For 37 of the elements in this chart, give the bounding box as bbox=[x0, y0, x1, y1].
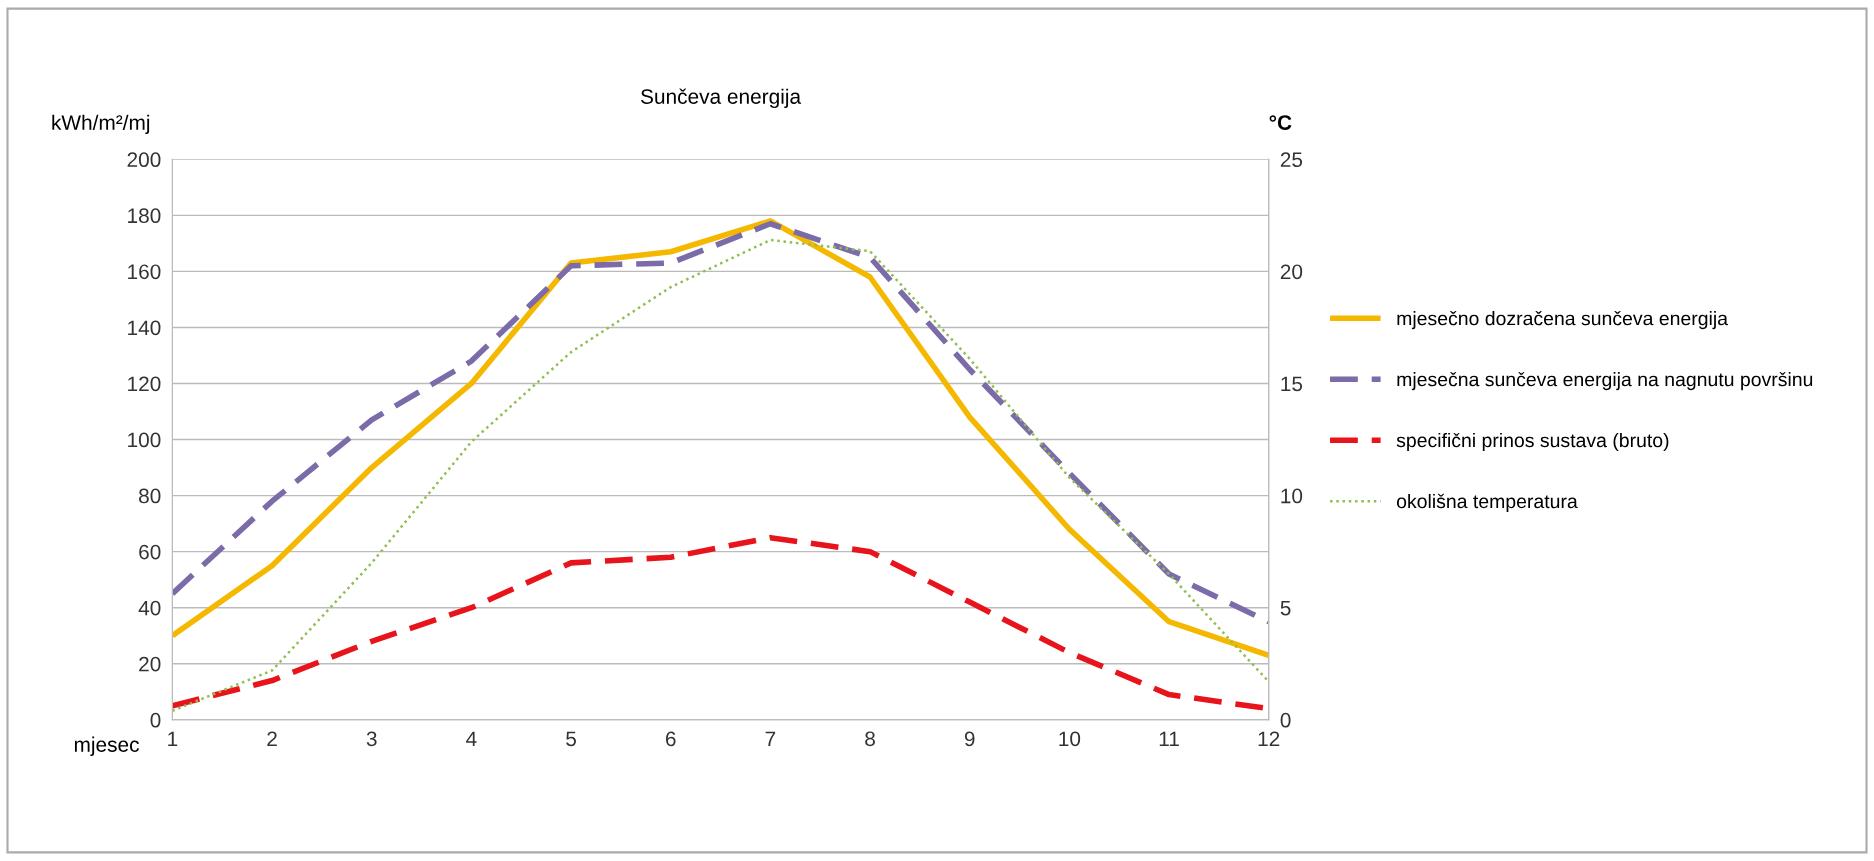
y2-tick-label: 25 bbox=[1280, 152, 1303, 168]
legend-label: okolišna temperatura bbox=[1396, 493, 1578, 513]
x-tick-label: 11 bbox=[1159, 731, 1179, 746]
x-tick-label: 7 bbox=[765, 731, 776, 746]
legend-label: mjesečna sunčeva energija na nagnutu površinu bbox=[1397, 371, 1813, 391]
y2-tick-label: 10 bbox=[1281, 488, 1303, 504]
y-axis-title: kWh/m²/mj bbox=[52, 114, 150, 135]
y2-tick-label: 15 bbox=[1281, 376, 1303, 392]
x-tick-label: 10 bbox=[1059, 731, 1081, 747]
y2-tick-label: 5 bbox=[1280, 600, 1291, 616]
x-tick-label: 8 bbox=[865, 731, 875, 747]
x-tick-label: 4 bbox=[466, 731, 477, 746]
legend-label: mjesečno dozračena sunčeva energija bbox=[1397, 310, 1728, 330]
y2-tick-label: 0 bbox=[1280, 712, 1291, 728]
y-tick-label: 200 bbox=[127, 152, 161, 168]
y-tick-label: 160 bbox=[128, 264, 161, 280]
x-tick-label: 6 bbox=[665, 731, 676, 747]
y-tick-label: 100 bbox=[128, 432, 161, 448]
x-tick-label: 3 bbox=[366, 731, 377, 747]
y-tick-label: 60 bbox=[139, 544, 161, 560]
x-tick-label: 2 bbox=[267, 731, 277, 746]
x-tick-label: 9 bbox=[964, 731, 975, 747]
y2-tick-label: 20 bbox=[1280, 264, 1303, 280]
legend-label: specifični prinos sustava (bruto) bbox=[1396, 432, 1669, 452]
y-tick-label: 140 bbox=[128, 320, 161, 336]
x-tick-label: 1 bbox=[168, 731, 178, 746]
y-tick-label: 20 bbox=[139, 656, 161, 672]
y-tick-label: 40 bbox=[138, 600, 161, 616]
chart-title: Sunčeva energija bbox=[641, 88, 802, 109]
y-tick-label: 180 bbox=[128, 208, 161, 224]
y-tick-label: 0 bbox=[150, 712, 161, 728]
y2-axis-title: °C bbox=[1269, 115, 1292, 130]
x-tick-label: 5 bbox=[566, 731, 576, 747]
x-axis-title: mjesec bbox=[74, 736, 139, 757]
y-tick-label: 120 bbox=[128, 376, 161, 392]
x-tick-label: 12 bbox=[1258, 731, 1280, 746]
y-tick-label: 80 bbox=[139, 488, 161, 504]
